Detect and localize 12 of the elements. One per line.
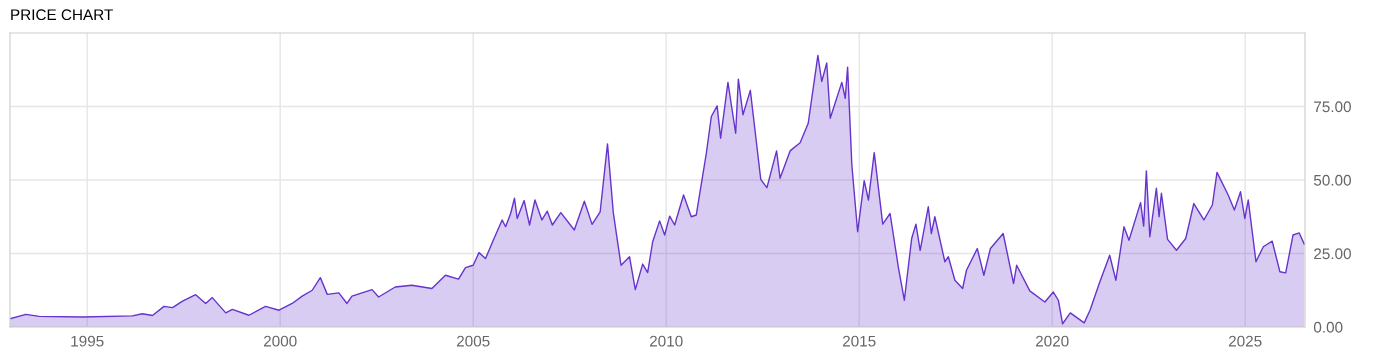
x-tick-label: 2020 — [1035, 335, 1069, 347]
chart-title: PRICE CHART — [11, 9, 113, 21]
x-tick-label: 2010 — [649, 335, 683, 347]
x-tick-label: 2000 — [263, 335, 297, 347]
y-tick-label: 0.00 — [1313, 321, 1343, 333]
y-tick-label: 75.00 — [1314, 101, 1351, 113]
x-tick-label: 2025 — [1228, 335, 1262, 347]
x-tick-label: 2015 — [842, 335, 876, 347]
x-tick-label: 2005 — [456, 335, 490, 347]
x-tick-label: 1995 — [71, 335, 104, 347]
y-tick-label: 25.00 — [1314, 248, 1351, 260]
y-tick-label: 50.00 — [1313, 174, 1351, 186]
